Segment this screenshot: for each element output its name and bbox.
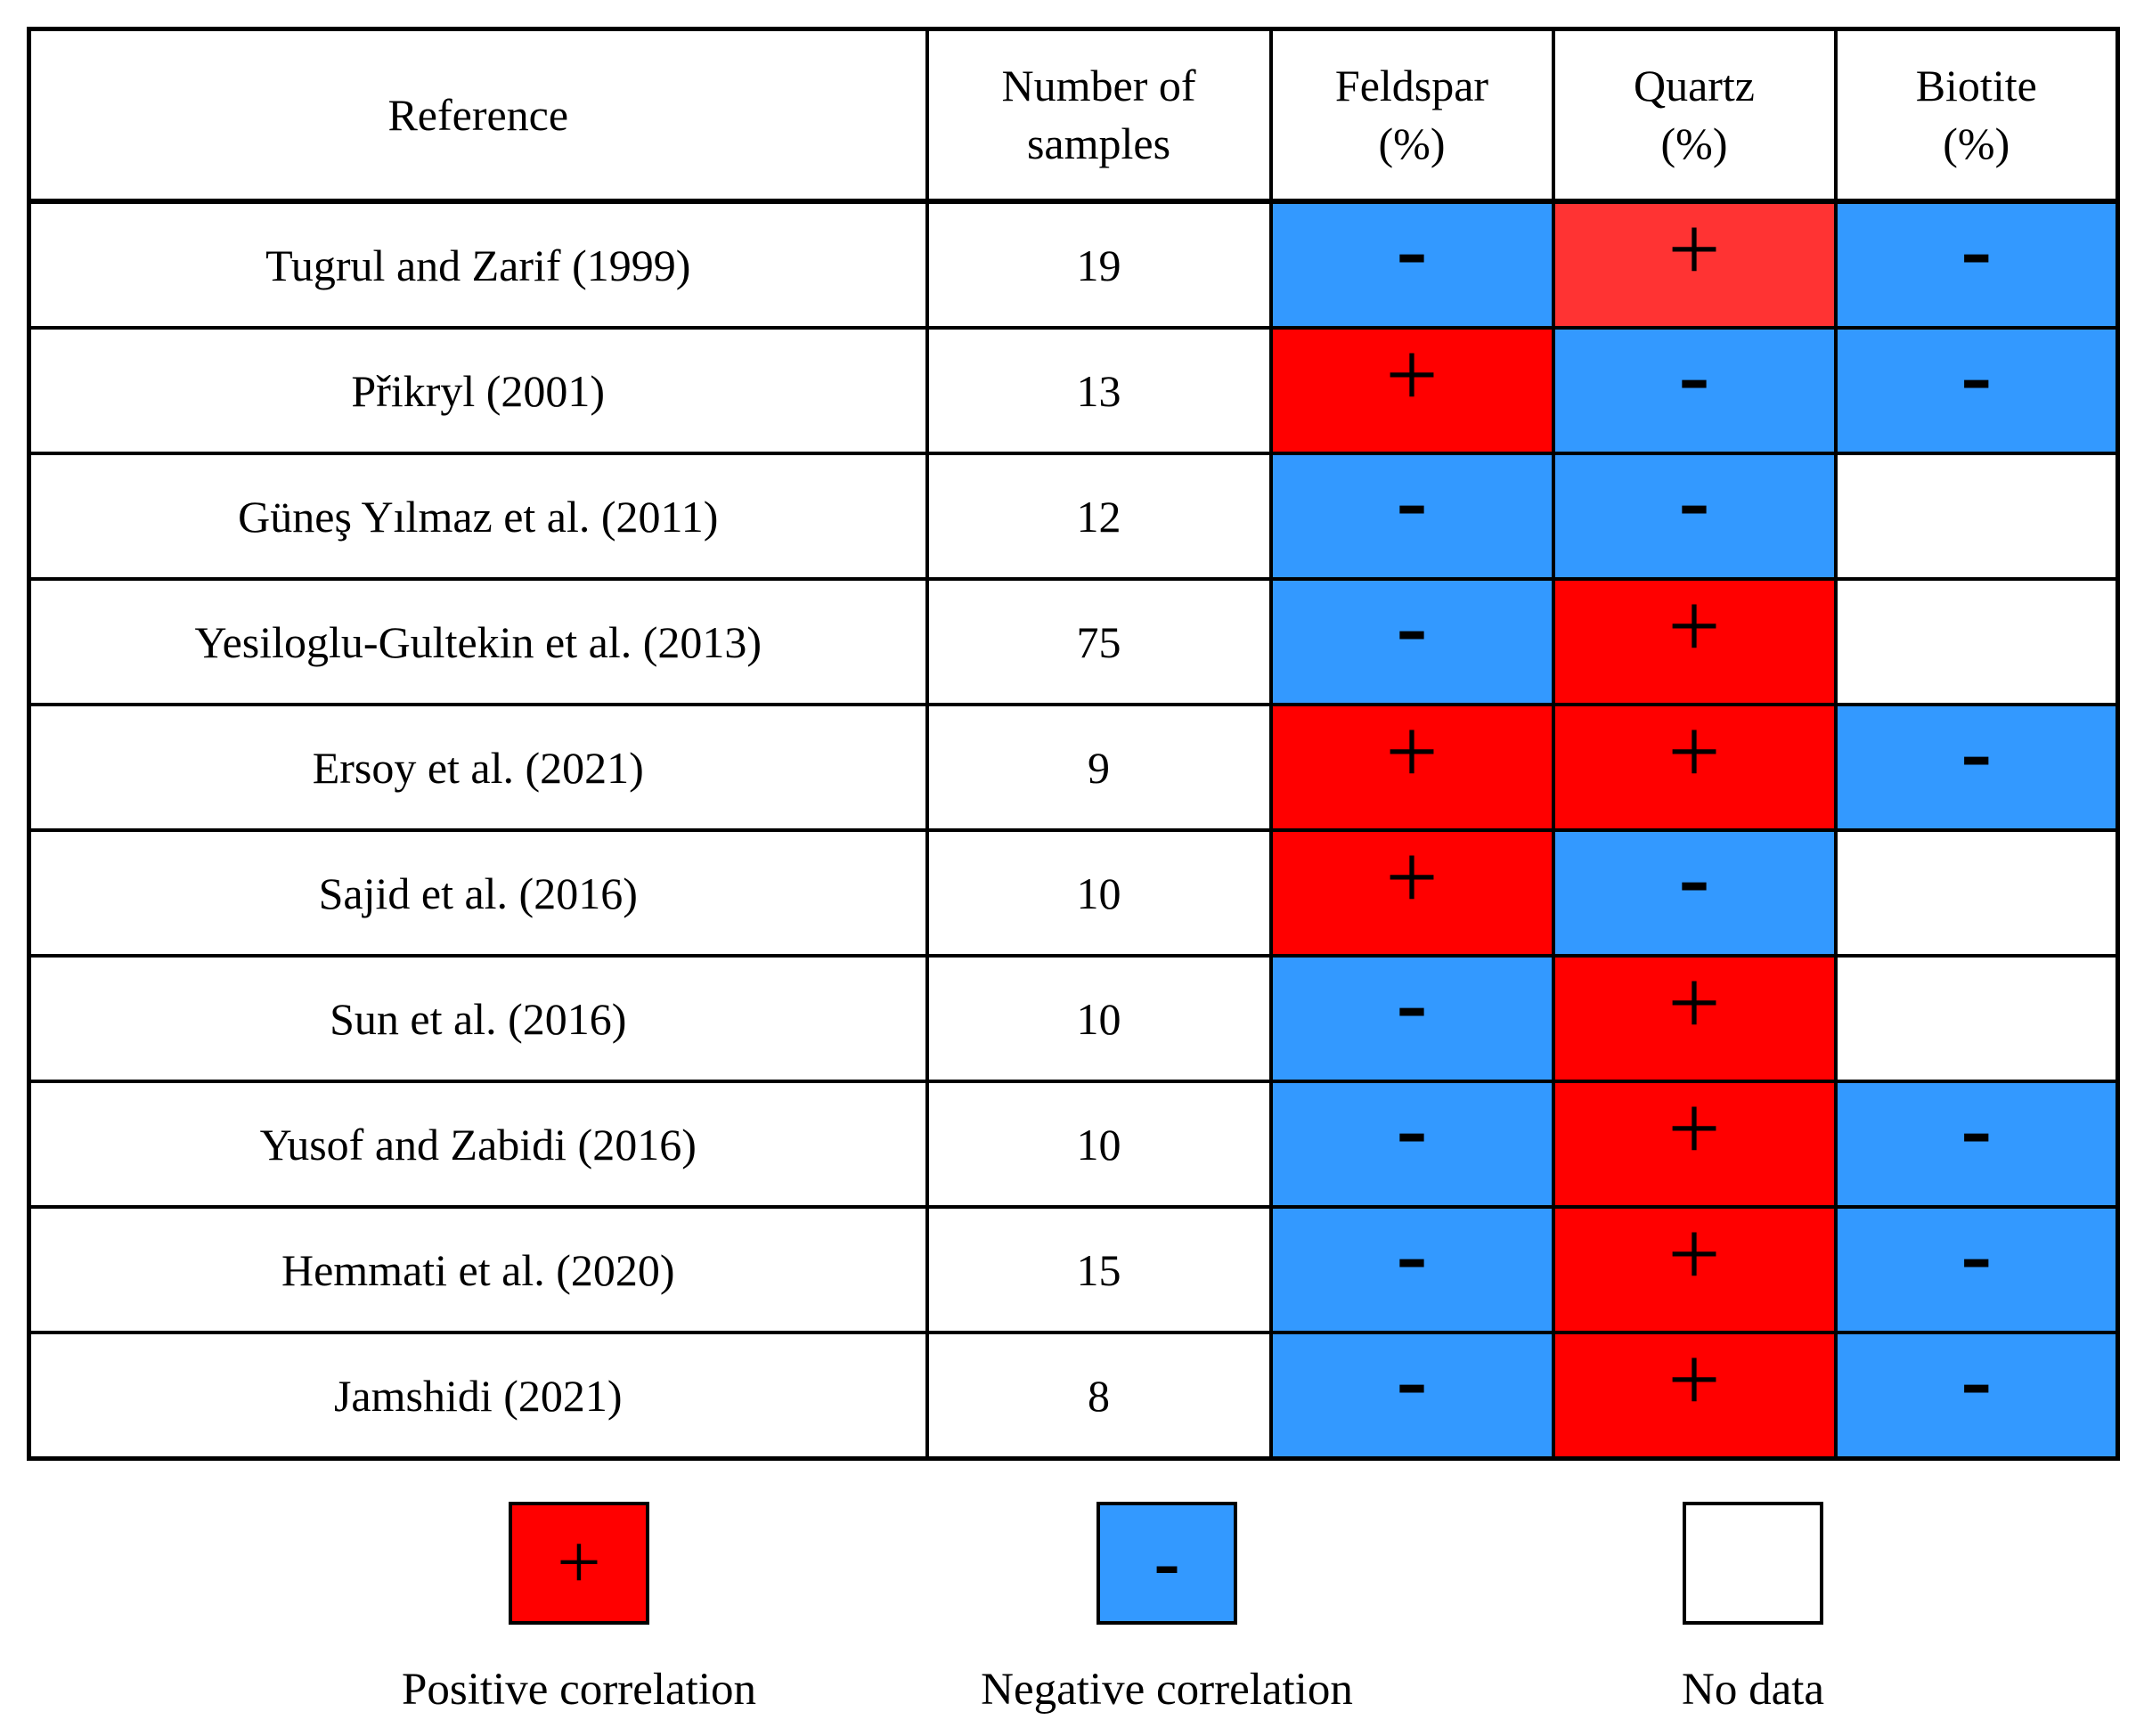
correlation-cell: - bbox=[1268, 1331, 1555, 1461]
header-text: Biotite bbox=[1915, 61, 2037, 110]
correlation-cell: + bbox=[1268, 703, 1555, 832]
header-text: Feldspar bbox=[1334, 61, 1489, 110]
col-header-feldspar: Feldspar (%) bbox=[1268, 27, 1555, 204]
correlation-cell bbox=[1833, 452, 2120, 581]
correlation-cell: - bbox=[1268, 200, 1555, 330]
correlation-cell: + bbox=[1268, 828, 1555, 958]
correlation-cell: + bbox=[1551, 954, 1838, 1083]
reference-cell: Güneş Yılmaz et al. (2011) bbox=[27, 452, 929, 581]
correlation-cell: - bbox=[1268, 577, 1555, 706]
correlation-cell: + bbox=[1551, 1080, 1838, 1209]
correlation-cell: + bbox=[1268, 326, 1555, 455]
legend-item-positive: + Positive correlation bbox=[294, 1502, 864, 1716]
correlation-cell: - bbox=[1833, 326, 2120, 455]
correlation-cell: - bbox=[1551, 326, 1838, 455]
correlation-cell: - bbox=[1833, 1331, 2120, 1461]
table-body: Tugrul and Zarif (1999) 19- + - Přikryl (200… bbox=[27, 200, 2120, 1461]
reference-cell: Sajid et al. (2016) bbox=[27, 828, 929, 958]
samples-cell: 12 bbox=[925, 452, 1273, 581]
legend-label-positive: Positive correlation bbox=[402, 1665, 756, 1715]
reference-cell: Yusof and Zabidi (2016) bbox=[27, 1080, 929, 1209]
header-row: Reference Number of samples Feldspar (%)… bbox=[27, 27, 2120, 204]
legend-item-negative: - Negative correlation bbox=[882, 1502, 1452, 1716]
reference-cell: Jamshidi (2021) bbox=[27, 1331, 929, 1461]
col-header-quartz: Quartz (%) bbox=[1551, 27, 1838, 204]
legend-label-negative: Negative correlation bbox=[981, 1665, 1353, 1715]
table-row: Sajid et al. (2016) 10 + - bbox=[27, 828, 2120, 958]
samples-cell: 9 bbox=[925, 703, 1273, 832]
samples-cell: 75 bbox=[925, 577, 1273, 706]
table-row: Jamshidi (2021) 8- + - bbox=[27, 1331, 2120, 1461]
reference-cell: Přikryl (2001) bbox=[27, 326, 929, 455]
header-text: samples bbox=[1026, 118, 1171, 168]
table-row: Ersoy et al. (2021) 9 + + - bbox=[27, 703, 2120, 832]
correlation-cell: + bbox=[1551, 703, 1838, 832]
table-row: Sun et al. (2016) 10- + bbox=[27, 954, 2120, 1083]
reference-cell: Ersoy et al. (2021) bbox=[27, 703, 929, 832]
correlation-cell: + bbox=[1551, 200, 1838, 330]
correlation-cell: - bbox=[1833, 200, 2120, 330]
reference-cell: Sun et al. (2016) bbox=[27, 954, 929, 1083]
correlation-cell: - bbox=[1551, 828, 1838, 958]
legend-swatch-nodata bbox=[1683, 1502, 1823, 1625]
correlation-cell: - bbox=[1268, 1080, 1555, 1209]
correlation-cell: - bbox=[1268, 1205, 1555, 1334]
correlation-cell: - bbox=[1268, 452, 1555, 581]
legend-swatch-positive: + bbox=[509, 1502, 649, 1625]
correlation-cell: - bbox=[1833, 703, 2120, 832]
correlation-cell: + bbox=[1551, 1331, 1838, 1461]
table-row: Yusof and Zabidi (2016) 10- + - bbox=[27, 1080, 2120, 1209]
reference-cell: Hemmati et al. (2020) bbox=[27, 1205, 929, 1334]
correlation-cell bbox=[1833, 577, 2120, 706]
correlation-cell: - bbox=[1268, 954, 1555, 1083]
correlation-cell: - bbox=[1833, 1080, 2120, 1209]
col-header-reference: Reference bbox=[27, 27, 929, 204]
correlation-cell bbox=[1833, 954, 2120, 1083]
reference-cell: Tugrul and Zarif (1999) bbox=[27, 200, 929, 330]
legend-label-nodata: No data bbox=[1681, 1665, 1825, 1715]
header-text: (%) bbox=[1943, 118, 2010, 168]
legend-item-nodata: No data bbox=[1468, 1502, 2038, 1716]
samples-cell: 13 bbox=[925, 326, 1273, 455]
col-header-samples: Number of samples bbox=[925, 27, 1273, 204]
correlation-cell: - bbox=[1833, 1205, 2120, 1334]
correlation-table: Reference Number of samples Feldspar (%)… bbox=[27, 27, 2120, 1461]
table-row: Tugrul and Zarif (1999) 19- + - bbox=[27, 200, 2120, 330]
correlation-cell bbox=[1833, 828, 2120, 958]
samples-cell: 15 bbox=[925, 1205, 1273, 1334]
table-row: Güneş Yılmaz et al. (2011) 12- - bbox=[27, 452, 2120, 581]
correlation-cell: - bbox=[1551, 452, 1838, 581]
col-header-biotite: Biotite (%) bbox=[1833, 27, 2120, 204]
samples-cell: 19 bbox=[925, 200, 1273, 330]
samples-cell: 8 bbox=[925, 1331, 1273, 1461]
samples-cell: 10 bbox=[925, 954, 1273, 1083]
table-row: Yesiloglu-Gultekin et al. (2013) 75- + bbox=[27, 577, 2120, 706]
correlation-cell: + bbox=[1551, 1205, 1838, 1334]
header-text: (%) bbox=[1378, 118, 1446, 168]
samples-cell: 10 bbox=[925, 828, 1273, 958]
header-text: (%) bbox=[1660, 118, 1728, 168]
reference-cell: Yesiloglu-Gultekin et al. (2013) bbox=[27, 577, 929, 706]
table-row: Přikryl (2001) 13 + - - bbox=[27, 326, 2120, 455]
header-text: Reference bbox=[387, 89, 569, 140]
header-text: Quartz bbox=[1633, 61, 1756, 110]
samples-cell: 10 bbox=[925, 1080, 1273, 1209]
legend-swatch-negative: - bbox=[1096, 1502, 1237, 1625]
table-row: Hemmati et al. (2020) 15- + - bbox=[27, 1205, 2120, 1334]
correlation-cell: + bbox=[1551, 577, 1838, 706]
header-text: Number of bbox=[1001, 61, 1196, 110]
